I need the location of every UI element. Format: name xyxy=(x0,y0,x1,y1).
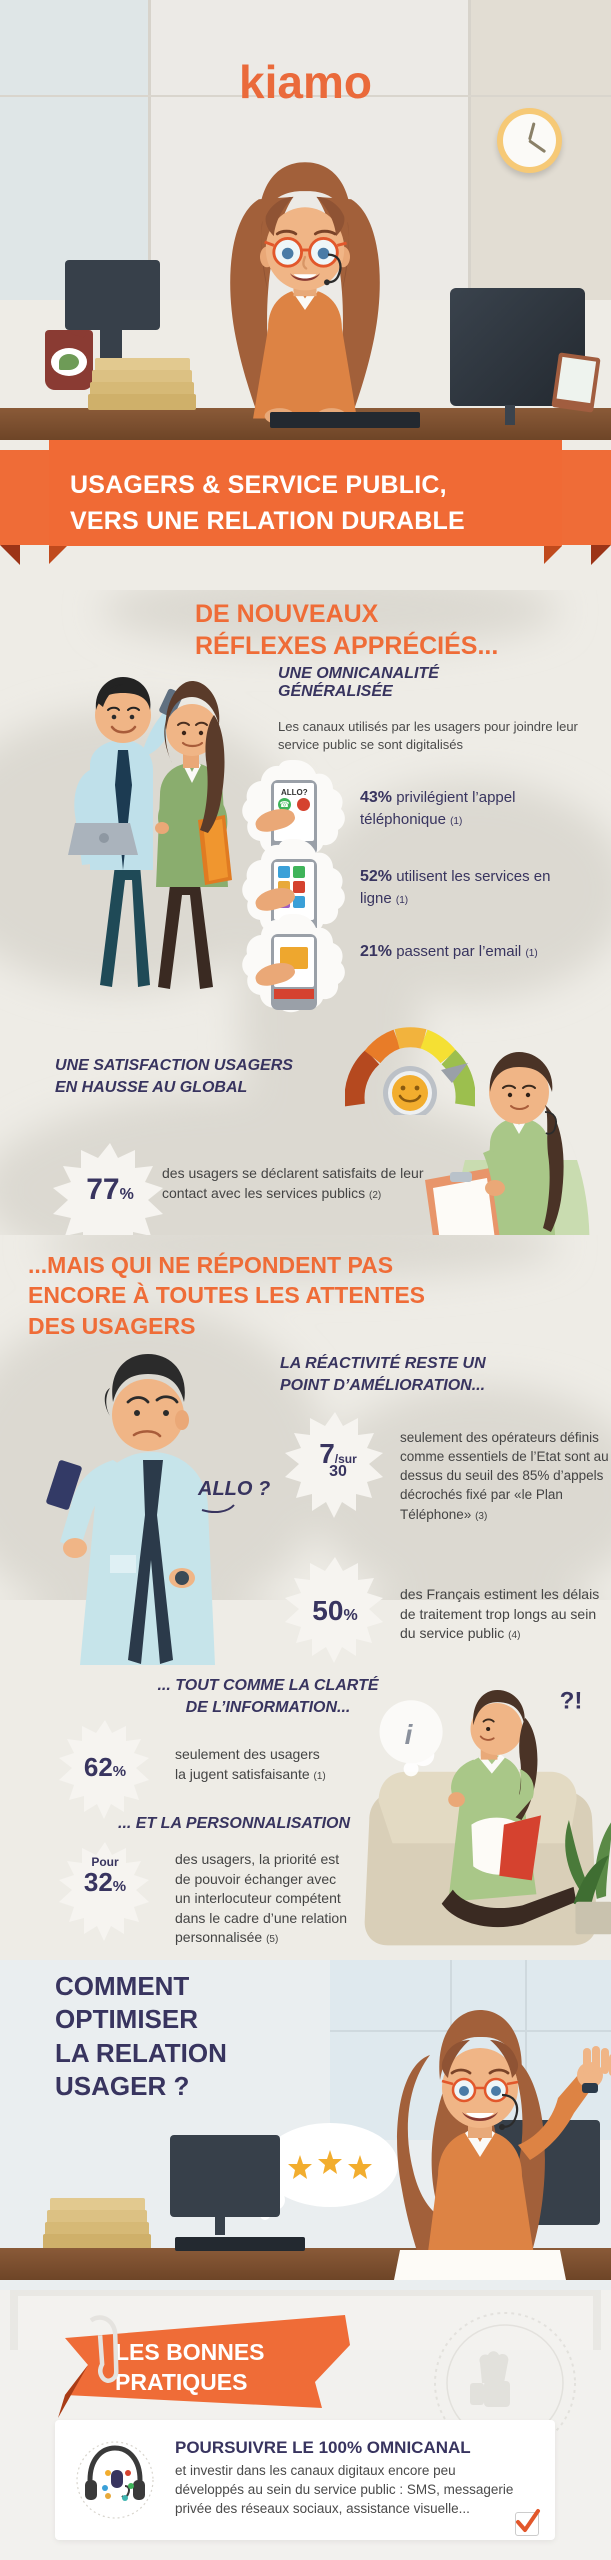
svg-text:i: i xyxy=(405,1719,414,1750)
svg-text:?!: ?! xyxy=(560,1688,583,1715)
svg-text:PRATIQUES: PRATIQUES xyxy=(115,2369,247,2395)
svg-text:LES BONNES: LES BONNES xyxy=(115,2339,265,2365)
svg-text:ALLO ?: ALLO ? xyxy=(197,1478,270,1500)
